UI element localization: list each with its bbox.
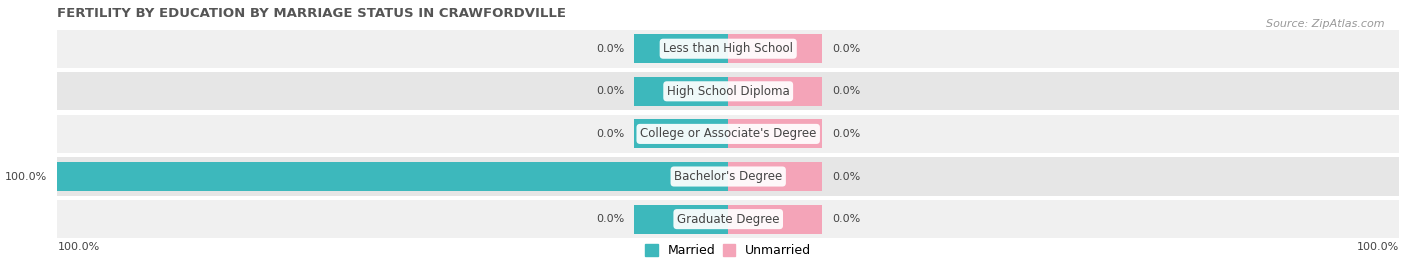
Text: High School Diploma: High School Diploma bbox=[666, 85, 790, 98]
Legend: Married, Unmarried: Married, Unmarried bbox=[640, 239, 817, 262]
Text: Graduate Degree: Graduate Degree bbox=[676, 213, 779, 226]
Bar bbox=[634, 205, 728, 234]
Text: Less than High School: Less than High School bbox=[664, 42, 793, 55]
Bar bbox=[58, 72, 1399, 110]
Text: 0.0%: 0.0% bbox=[832, 172, 860, 181]
Text: Bachelor's Degree: Bachelor's Degree bbox=[673, 170, 782, 183]
Text: 0.0%: 0.0% bbox=[832, 86, 860, 96]
Bar bbox=[728, 162, 823, 191]
Bar bbox=[58, 115, 1399, 153]
Text: 0.0%: 0.0% bbox=[596, 44, 624, 54]
Bar bbox=[728, 34, 823, 63]
Text: 100.0%: 100.0% bbox=[6, 172, 48, 181]
Bar bbox=[58, 157, 1399, 196]
Bar bbox=[634, 120, 728, 148]
Bar bbox=[58, 162, 728, 191]
Bar bbox=[58, 29, 1399, 68]
Text: 100.0%: 100.0% bbox=[1357, 242, 1399, 252]
Text: Source: ZipAtlas.com: Source: ZipAtlas.com bbox=[1267, 19, 1385, 29]
Bar bbox=[58, 200, 1399, 238]
Text: College or Associate's Degree: College or Associate's Degree bbox=[640, 127, 817, 140]
Bar bbox=[634, 77, 728, 106]
Bar bbox=[728, 120, 823, 148]
Text: 0.0%: 0.0% bbox=[832, 214, 860, 224]
Text: 0.0%: 0.0% bbox=[596, 129, 624, 139]
Bar bbox=[634, 34, 728, 63]
Bar bbox=[728, 205, 823, 234]
Text: 0.0%: 0.0% bbox=[832, 44, 860, 54]
Bar bbox=[728, 77, 823, 106]
Text: 0.0%: 0.0% bbox=[832, 129, 860, 139]
Text: 0.0%: 0.0% bbox=[596, 86, 624, 96]
Text: FERTILITY BY EDUCATION BY MARRIAGE STATUS IN CRAWFORDVILLE: FERTILITY BY EDUCATION BY MARRIAGE STATU… bbox=[58, 7, 567, 20]
Text: 0.0%: 0.0% bbox=[596, 214, 624, 224]
Text: 100.0%: 100.0% bbox=[58, 242, 100, 252]
